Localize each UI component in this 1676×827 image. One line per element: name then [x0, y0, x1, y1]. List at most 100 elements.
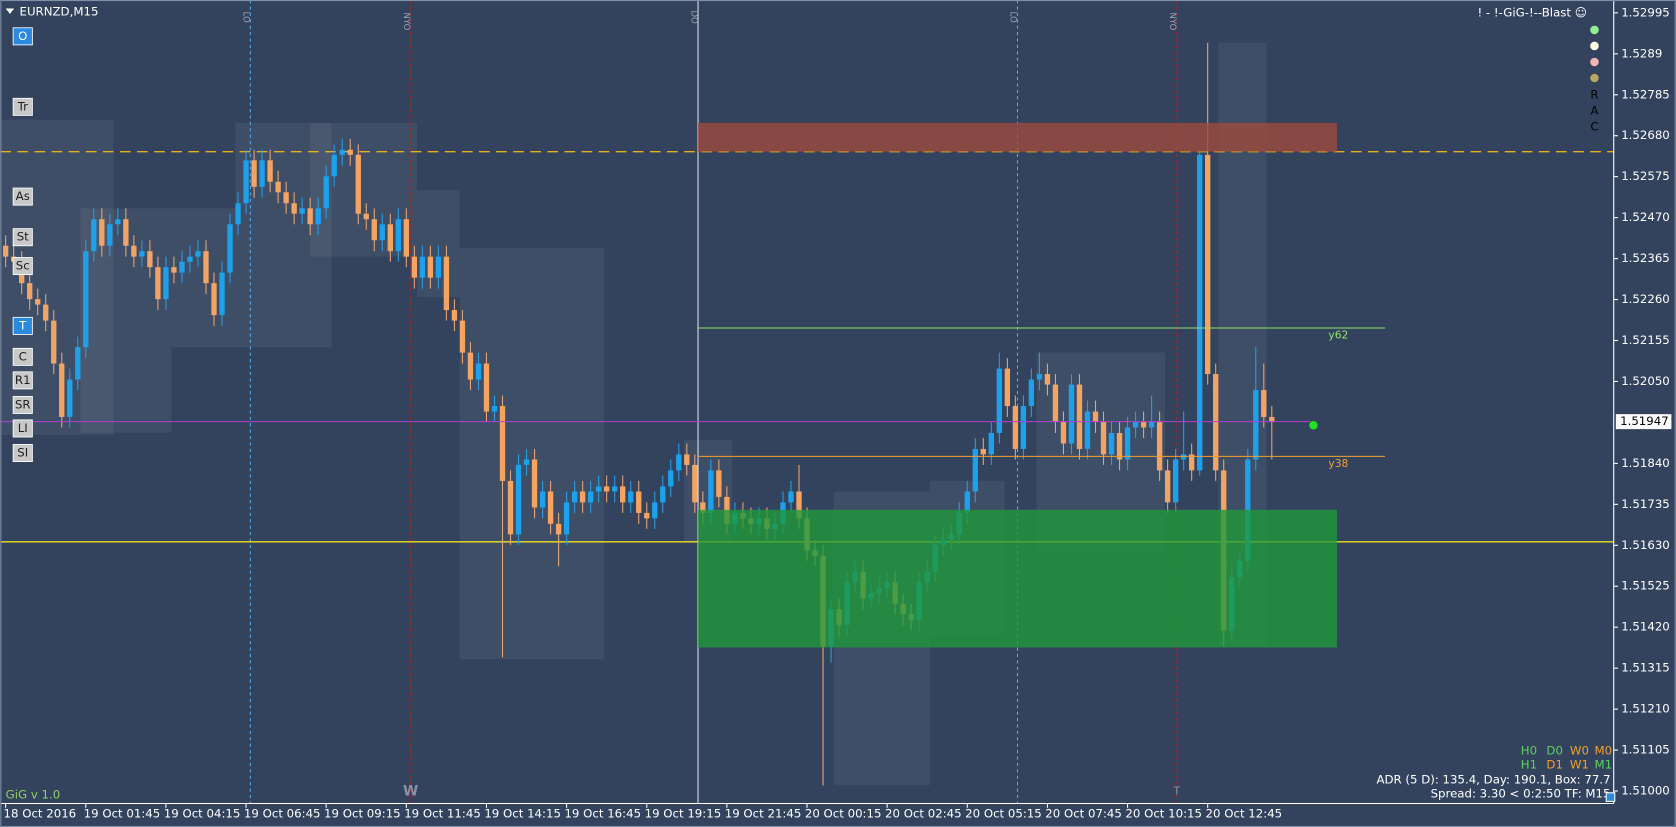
status-dot	[1590, 41, 1599, 51]
x-tick-label: 19 Oct 14:15	[484, 807, 561, 821]
tool-button[interactable]: SR	[12, 395, 33, 414]
candle-body	[1140, 422, 1147, 428]
tool-button-face[interactable]	[12, 347, 33, 366]
tool-button[interactable]: C	[12, 347, 33, 366]
session-label: DO	[688, 10, 698, 24]
week-mark: W	[403, 784, 418, 800]
tool-button[interactable]: O	[12, 27, 33, 46]
tool-button-label[interactable]: SI	[17, 446, 28, 460]
candle-body	[123, 219, 129, 246]
y-tick-label: 1.51420	[1621, 620, 1670, 634]
status-dot	[1590, 73, 1599, 83]
candle-body	[443, 256, 450, 311]
candle-body	[403, 219, 410, 257]
candle-body	[660, 486, 666, 503]
tool-button-face[interactable]	[12, 27, 33, 46]
tool-button[interactable]: Tr	[12, 97, 33, 116]
tool-button-label[interactable]: LI	[18, 421, 28, 435]
tool-button-face[interactable]	[12, 97, 33, 116]
tool-button-label[interactable]: O	[18, 29, 27, 43]
x-tick-label: 19 Oct 09:15	[324, 807, 401, 821]
candle-body	[972, 448, 978, 492]
tool-button-label[interactable]: R1	[15, 373, 31, 387]
tool-button-label[interactable]: Tr	[17, 99, 28, 113]
candle-body	[1197, 154, 1203, 471]
y-tick-label: 1.52155	[1621, 333, 1670, 347]
y-tick-label: 1.51840	[1621, 456, 1670, 470]
tool-button[interactable]: St	[12, 228, 33, 247]
session-label: LO	[1008, 12, 1018, 23]
x-tick-label: 20 Oct 07:45	[1045, 807, 1122, 821]
candle-body	[435, 256, 442, 278]
tool-button-face[interactable]	[12, 257, 33, 276]
indicator-letter: A	[1590, 104, 1598, 118]
tool-button-label[interactable]: SR	[15, 397, 31, 411]
candle-body	[491, 406, 498, 412]
tool-button-face[interactable]	[12, 444, 33, 463]
candle-body	[139, 251, 145, 257]
plot: y62 y38	[0, 42, 1614, 786]
candle-body	[227, 224, 233, 273]
menu-arrow[interactable]	[5, 8, 15, 14]
candle-body	[219, 272, 225, 316]
tool-button[interactable]: Sc	[12, 257, 33, 276]
x-tick-label: 19 Oct 06:45	[244, 807, 321, 821]
tool-button-label[interactable]: C	[19, 349, 27, 363]
tool-button[interactable]: R1	[12, 371, 33, 390]
tool-button-face[interactable]	[12, 419, 33, 438]
tool-button-face[interactable]	[12, 316, 33, 335]
candle-body	[67, 379, 73, 417]
y-tick-label: 1.51210	[1621, 702, 1670, 716]
status-dot	[1590, 57, 1599, 67]
tool-button-label[interactable]: Sc	[16, 259, 30, 273]
candle-body	[51, 320, 57, 364]
y-tick-label: 1.52365	[1621, 251, 1670, 265]
candle-body	[587, 491, 594, 503]
candle-body	[107, 224, 113, 246]
tool-button-label[interactable]: As	[16, 189, 30, 203]
y-tick-label: 1.51525	[1621, 579, 1670, 593]
x-tick-label: 20 Oct 02:45	[885, 807, 962, 821]
candle-body	[499, 406, 506, 481]
candle-body	[1188, 454, 1195, 471]
indicator-letter: R	[1590, 88, 1598, 102]
candle-body	[195, 251, 201, 257]
tool-button[interactable]: As	[12, 187, 33, 206]
tool-button-face[interactable]	[12, 187, 33, 206]
price-dot	[1309, 420, 1318, 430]
tool-button-face[interactable]	[12, 395, 33, 414]
tool-button[interactable]: SI	[12, 444, 33, 463]
candle-body	[1036, 374, 1043, 380]
candle-body	[644, 512, 650, 519]
candle-body	[475, 363, 482, 380]
candle-body	[331, 154, 337, 177]
candle-body	[459, 320, 466, 353]
candle-body	[315, 208, 321, 225]
tool-button-label[interactable]: T	[18, 318, 27, 332]
tool-button[interactable]: T	[12, 316, 33, 335]
y-tick-label: 1.5289	[1621, 46, 1662, 60]
candle-body	[1028, 379, 1035, 407]
tool-button[interactable]: LI	[12, 419, 33, 438]
shift-marker[interactable]	[1605, 792, 1616, 802]
candle-body	[539, 491, 546, 508]
candle-body	[571, 491, 578, 503]
tool-button-face[interactable]	[12, 371, 33, 390]
y-tick-label: 1.52785	[1621, 87, 1670, 101]
status-item: D0	[1546, 744, 1563, 758]
candle-body	[467, 352, 474, 380]
y-tick-label: 1.52995	[1621, 5, 1670, 19]
tool-button-label[interactable]: St	[17, 230, 29, 244]
symbol-title: EURNZD,M15	[20, 4, 99, 18]
tool-button-face[interactable]	[12, 228, 33, 247]
candle-body	[451, 310, 458, 321]
candle-body	[1124, 427, 1131, 460]
candle-body	[620, 486, 626, 503]
x-tick-label: 20 Oct 05:15	[965, 807, 1042, 821]
candle-body	[716, 470, 722, 497]
candle-body	[99, 219, 105, 246]
status-dot	[1590, 25, 1599, 35]
